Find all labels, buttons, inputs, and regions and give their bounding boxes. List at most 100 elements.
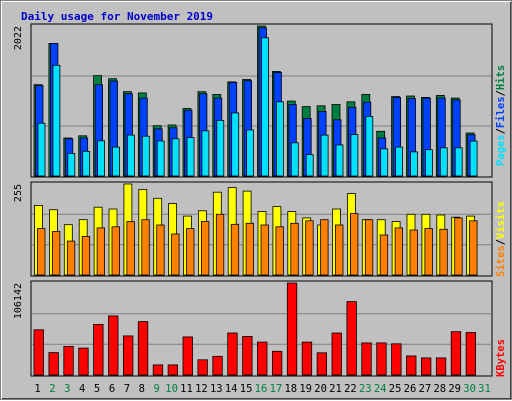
pages-bar	[335, 144, 344, 177]
day-label: 23	[359, 383, 372, 395]
sites-bar	[364, 219, 374, 276]
sites-bar	[379, 234, 389, 276]
day-label: 5	[94, 383, 100, 395]
kbytes-legend: KBytes	[495, 339, 507, 377]
pages-bar	[37, 122, 46, 177]
day-label: 28	[433, 383, 446, 395]
sites-bar	[349, 213, 359, 276]
legend-pages: Pages	[495, 134, 507, 166]
kbytes-bar	[182, 336, 193, 376]
kbytes-bar	[212, 355, 223, 376]
day-label: 3	[64, 383, 70, 395]
day-label: 11	[180, 383, 193, 395]
sites-bar	[171, 233, 180, 276]
day-label: 25	[389, 383, 402, 395]
sites-bar	[156, 224, 165, 276]
sites-bar	[320, 219, 329, 276]
sites-bar	[126, 221, 135, 276]
hits-legend: Pages/Files/Hits	[495, 65, 507, 166]
kbytes-bar	[242, 335, 253, 376]
day-label: 1	[34, 383, 40, 395]
sites-bar	[439, 228, 448, 276]
kbytes-bar	[465, 332, 477, 376]
sites-bar	[394, 227, 404, 276]
pages-bar	[127, 134, 135, 177]
kbytes-bar	[391, 343, 402, 376]
pages-bar	[365, 116, 374, 177]
pages-bar	[454, 147, 463, 177]
pages-bar	[290, 142, 299, 177]
kbytes-bar	[435, 357, 447, 376]
day-label: 21	[329, 383, 342, 395]
legend-sites: Sites	[495, 245, 507, 277]
day-label: 7	[124, 383, 130, 395]
pages-bar	[275, 101, 284, 177]
sites-bar	[409, 229, 418, 276]
chart-bars	[33, 25, 478, 376]
pages-bar	[216, 120, 225, 177]
pages-bar	[186, 137, 195, 177]
kbytes-bar	[420, 357, 432, 376]
pages-bar	[82, 150, 91, 177]
day-labels: 1 2 3 4 5 6 7 8 9 10 11 12 13 14 15 16 17 18 19 20 21 22 23 24 2…	[34, 383, 490, 395]
kbytes-bar	[361, 342, 372, 376]
kbytes-bar	[48, 352, 59, 376]
chart-title: Daily usage for November 2019	[21, 10, 213, 23]
day-label: 14	[225, 383, 238, 395]
pages-bar	[320, 134, 329, 177]
pages-bar	[350, 134, 359, 177]
day-label: 26	[404, 383, 417, 395]
sites-bar	[141, 219, 150, 276]
kbytes-bar	[137, 321, 149, 376]
sites-bar	[215, 213, 225, 276]
pages-bar	[201, 130, 210, 177]
pages-bar	[380, 148, 389, 177]
day-label: 4	[79, 383, 85, 395]
kbytes-bar	[331, 332, 342, 376]
kbytes-bar	[93, 323, 104, 376]
legend-visits: Visits	[495, 201, 507, 239]
sites-bar	[81, 236, 91, 276]
sites-bar	[66, 240, 76, 276]
legend-kbytes: KBytes	[495, 339, 507, 377]
kbytes-bar	[301, 341, 313, 376]
sites-bar	[245, 222, 255, 276]
kbytes-bar	[33, 329, 44, 376]
day-label: 24	[374, 383, 387, 395]
kbytes-bar	[197, 359, 208, 376]
pages-bar	[231, 112, 240, 177]
pages-bar	[141, 135, 150, 177]
sites-bar	[230, 223, 240, 276]
kbytes-bar	[346, 301, 357, 376]
kbytes-bar	[63, 345, 74, 376]
kbytes-bar	[316, 352, 328, 376]
day-label: 12	[195, 383, 208, 395]
sites-bar	[424, 228, 433, 276]
kbytes-bar	[406, 355, 417, 376]
pages-bar	[439, 147, 448, 177]
day-label: 19	[299, 383, 312, 395]
sites-bar	[454, 217, 463, 276]
day-label: 16	[255, 383, 268, 395]
day-label: 13	[210, 383, 223, 395]
kbytes-bar	[227, 332, 238, 376]
sites-bar	[52, 231, 61, 276]
day-label: 9	[154, 383, 160, 395]
pages-bar	[469, 140, 478, 177]
kbytes-bar	[78, 347, 89, 376]
legend-hits: Hits	[495, 65, 507, 90]
day-label: 18	[284, 383, 297, 395]
sites-bar	[96, 227, 105, 276]
kbytes-bar	[286, 282, 298, 376]
kbytes-max-label: 106142	[13, 283, 24, 319]
day-label: 31	[478, 383, 491, 395]
pages-bar	[305, 154, 314, 177]
legend-files: Files	[495, 96, 507, 128]
kbytes-bar	[108, 315, 119, 376]
kbytes-bar	[257, 341, 268, 376]
pages-bar	[424, 149, 433, 177]
pages-bar	[97, 140, 105, 177]
sites-bar	[260, 224, 269, 276]
kbytes-bar	[376, 342, 387, 376]
